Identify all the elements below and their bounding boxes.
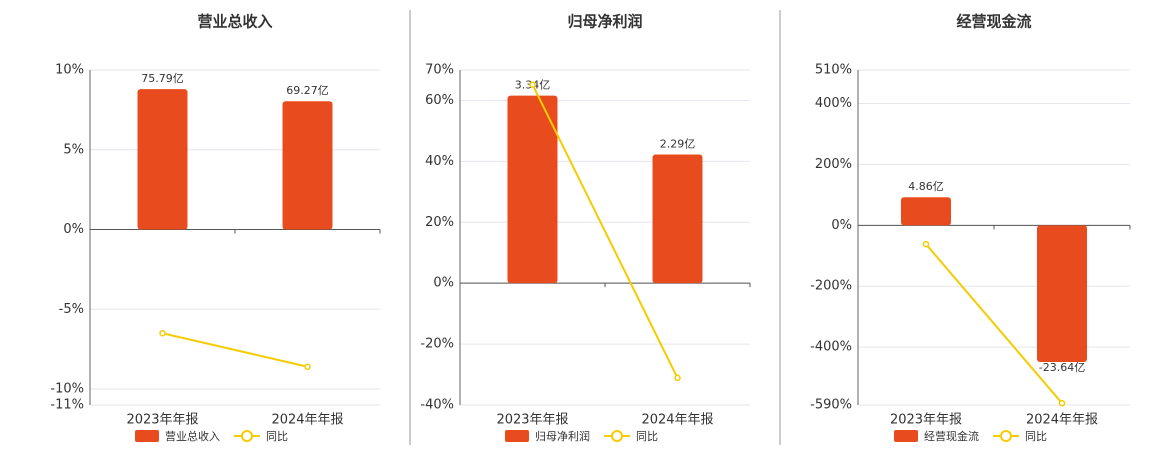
line-point xyxy=(674,374,681,382)
legend-label: 同比 xyxy=(266,430,288,443)
value-label: 69.27亿 xyxy=(286,84,329,97)
legend-label: 营业总收入 xyxy=(165,429,220,443)
y-tick-label: 0% xyxy=(433,276,454,291)
y-tick-label: 400% xyxy=(815,96,852,111)
y-tick-label: 20% xyxy=(425,215,454,230)
y-tick-label: 5% xyxy=(63,142,84,157)
line-point xyxy=(529,81,536,88)
chart-title: 归母净利润 xyxy=(567,13,642,31)
value-label: 4.86亿 xyxy=(908,180,944,193)
legend-swatch xyxy=(241,430,253,442)
y-tick-label: 510% xyxy=(815,63,852,78)
legend-swatch xyxy=(611,430,623,442)
bar xyxy=(282,101,333,230)
y-tick-label: 10% xyxy=(55,63,84,78)
y-tick-label: 40% xyxy=(425,154,454,169)
bar xyxy=(137,89,188,230)
y-tick-label: 60% xyxy=(425,93,454,108)
chart-title: 营业总收入 xyxy=(197,13,272,31)
bar xyxy=(901,197,951,226)
line-point xyxy=(304,363,311,370)
x-tick-label: 2024年年报 xyxy=(641,413,713,428)
line xyxy=(162,332,308,368)
legend-label: 同比 xyxy=(636,430,658,443)
legend-label: 归母净利润 xyxy=(535,429,590,443)
y-tick-label: -5% xyxy=(59,302,84,317)
y-tick-label: -400% xyxy=(810,340,852,355)
y-tick-label: 0% xyxy=(63,222,84,237)
legend-label: 同比 xyxy=(1025,430,1047,443)
value-label: 2.29亿 xyxy=(660,138,696,151)
value-label: 75.79亿 xyxy=(141,72,184,85)
line-point xyxy=(1058,399,1066,407)
legend-swatch xyxy=(1000,430,1012,442)
x-tick-label: 2023年年报 xyxy=(496,413,568,428)
line-point xyxy=(922,240,930,248)
y-tick-label: 0% xyxy=(831,218,852,233)
y-tick-label: -40% xyxy=(420,398,454,413)
x-tick-label: 2023年年报 xyxy=(126,413,198,428)
x-tick-label: 2024年年报 xyxy=(271,413,343,428)
line xyxy=(925,243,1063,404)
legend-label: 经营现金流 xyxy=(924,429,979,443)
y-tick-label: -11% xyxy=(50,398,84,413)
legend-swatch xyxy=(505,430,529,442)
bar xyxy=(507,95,558,284)
bar xyxy=(1037,225,1087,362)
y-tick-label: -20% xyxy=(420,337,454,352)
line-point xyxy=(159,329,166,337)
value-label: -23.64亿 xyxy=(1039,361,1085,374)
y-tick-label: -590% xyxy=(810,398,852,413)
bar xyxy=(652,154,703,284)
legend-swatch xyxy=(894,430,918,442)
x-tick-label: 2024年年报 xyxy=(1026,413,1098,428)
legend-swatch xyxy=(135,430,159,442)
x-tick-label: 2023年年报 xyxy=(890,413,962,428)
line xyxy=(531,84,679,379)
y-tick-label: 70% xyxy=(425,63,454,78)
y-tick-label: 200% xyxy=(815,157,852,172)
y-tick-label: -10% xyxy=(50,382,84,397)
chart-title: 经营现金流 xyxy=(956,13,1031,31)
y-tick-label: -200% xyxy=(810,279,852,294)
